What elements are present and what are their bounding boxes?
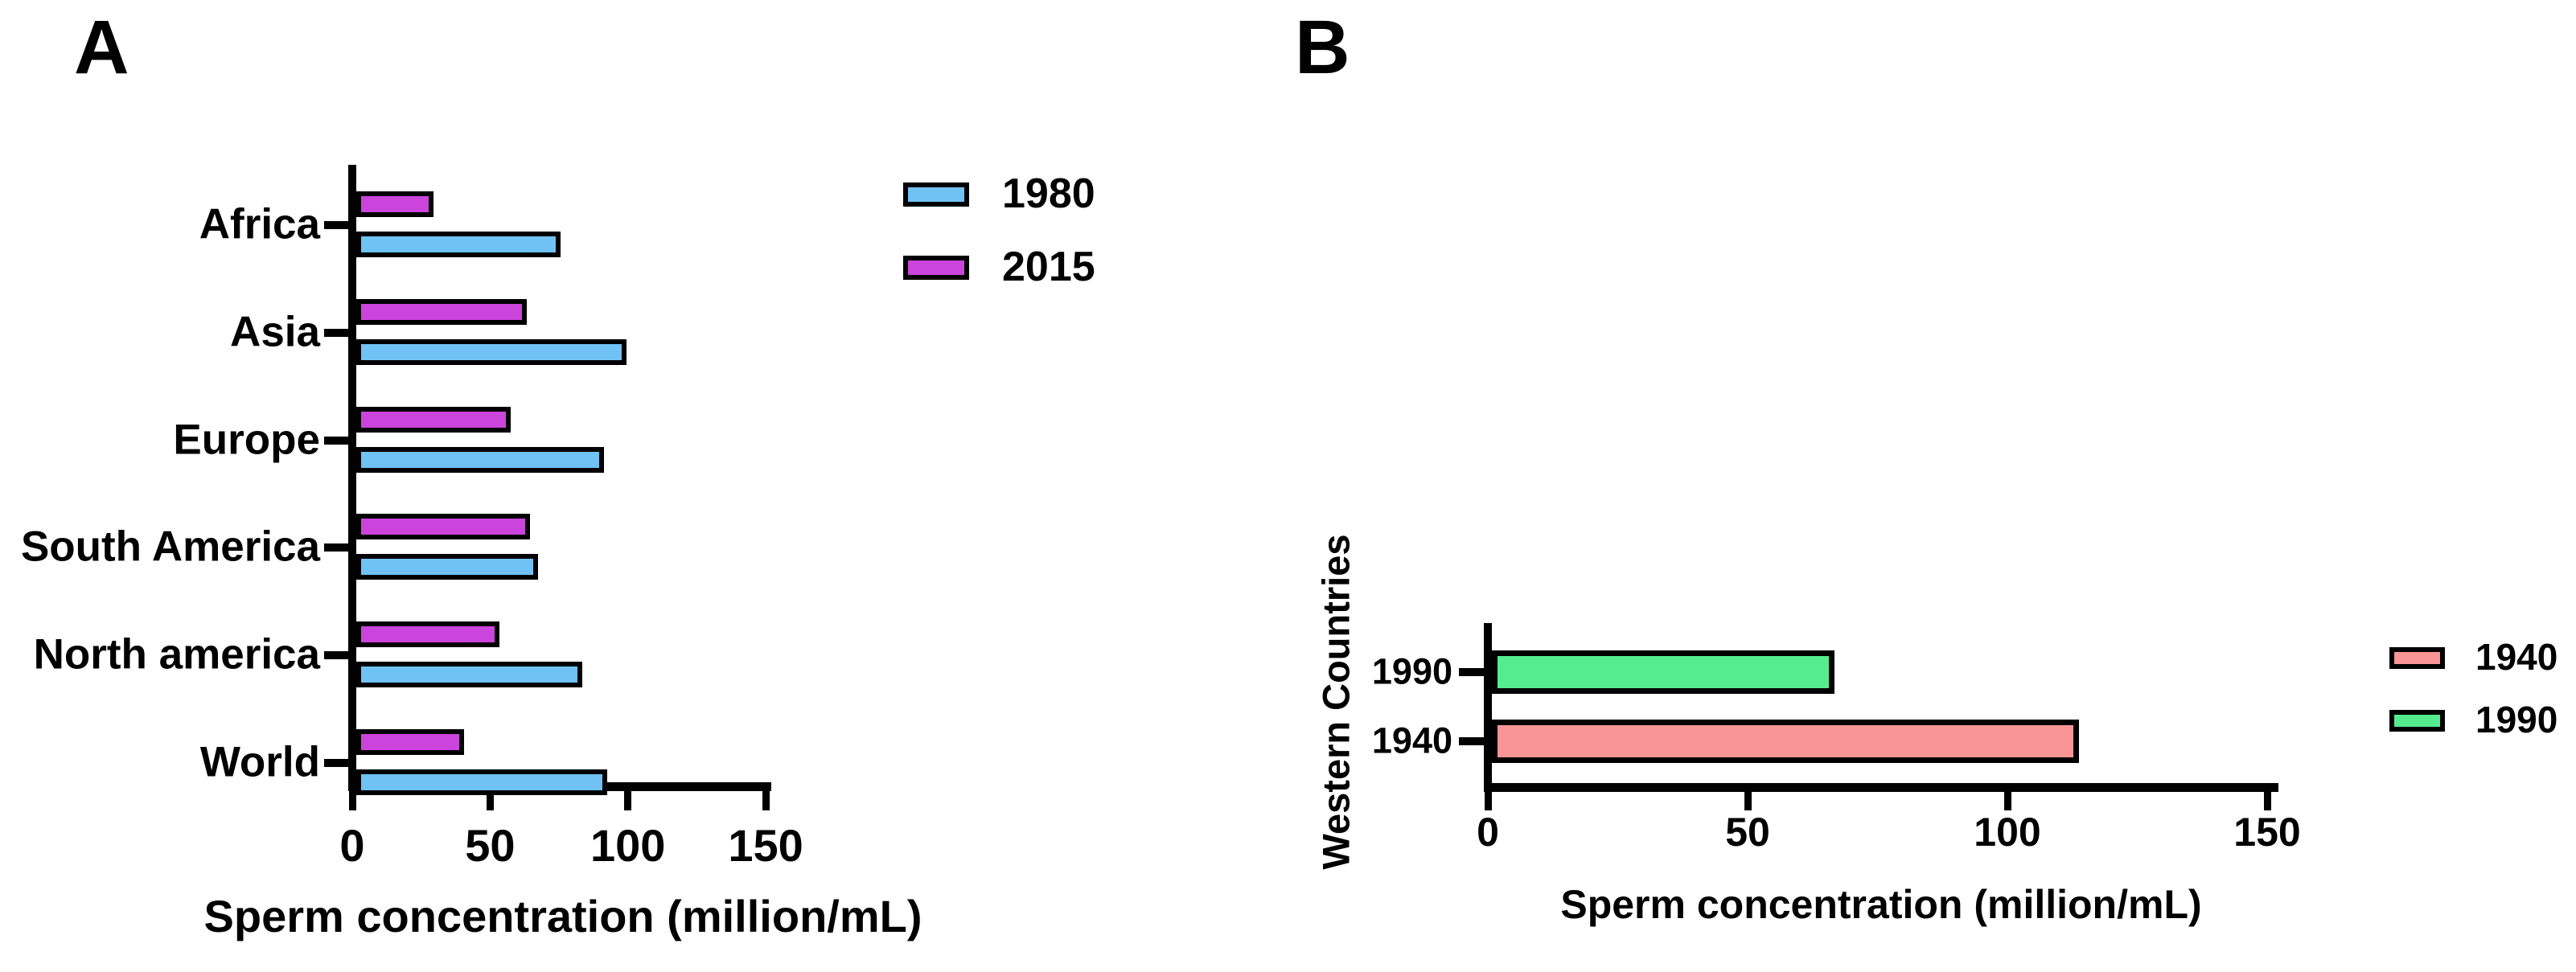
x-tick-label: 150 [2233,810,2301,855]
category-label-south-america: South America [20,523,320,571]
category-label-africa: Africa [199,200,320,248]
bar-europe-2015 [356,407,511,433]
bar-europe-1980 [356,447,604,473]
category-label-north-america: North america [33,630,320,679]
bar-asia-1980 [356,339,627,365]
category-label-1990: 1990 [1371,650,1452,692]
panel-a-x-axis-title: Sperm concentration (million/mL) [203,891,922,941]
legend-swatch-1940 [2389,646,2445,669]
category-tick [324,759,348,767]
legend-label-1990: 1990 [2475,699,2558,741]
legend-swatch-2015 [903,256,969,280]
legend-label-1940: 1940 [2475,636,2558,679]
legend-label-1980: 1980 [1002,170,1095,217]
x-tick [624,789,632,810]
y-axis-line [1484,623,1492,792]
x-tick-label: 100 [1974,810,2041,855]
category-tick [324,437,348,445]
category-tick [324,543,348,552]
category-label-world: World [199,738,320,786]
category-tick [324,651,348,659]
y-axis-line [348,165,356,791]
x-tick-label: 50 [465,820,516,871]
category-label-asia: Asia [230,308,320,356]
x-tick-label: 0 [1477,810,1499,855]
x-tick [762,789,770,810]
panel-b-y-axis-title: Western Countries [1314,534,1358,870]
x-tick-label: 150 [728,820,803,871]
x-tick [486,789,494,810]
bar-africa-2015 [356,191,433,217]
legend-label-2015: 2015 [1002,243,1095,290]
x-axis-line [1484,783,2278,792]
x-tick [2263,790,2271,810]
category-tick [324,329,348,337]
x-tick [1744,790,1752,810]
bar-south-america-2015 [356,514,530,539]
panel-b-x-axis-title: Sperm concentration (million/mL) [1560,882,2202,927]
bar-north-america-1980 [356,662,582,687]
category-tick [1459,737,1484,745]
bar-south-america-1980 [356,554,538,580]
x-tick-label: 100 [590,820,666,871]
category-tick [324,221,348,229]
bar-world-2015 [356,729,464,755]
x-tick-label: 50 [1725,810,1770,855]
category-tick [1459,668,1484,676]
bar-world-1980 [356,769,607,795]
bar-1940-1940 [1492,720,2079,763]
x-tick [2003,790,2011,810]
bar-north-america-2015 [356,621,499,647]
legend-swatch-1990 [2389,709,2445,732]
panel-a-letter: A [74,5,129,90]
panel-b-letter: B [1295,5,1350,90]
x-tick [1484,790,1492,810]
category-label-1940: 1940 [1371,720,1452,761]
category-label-europe: Europe [173,416,320,464]
bar-africa-1980 [356,232,561,257]
bar-1990-1990 [1492,650,1834,694]
legend-swatch-1980 [903,183,969,207]
bar-asia-2015 [356,299,527,325]
x-tick [348,789,356,810]
x-tick-label: 0 [339,820,365,871]
